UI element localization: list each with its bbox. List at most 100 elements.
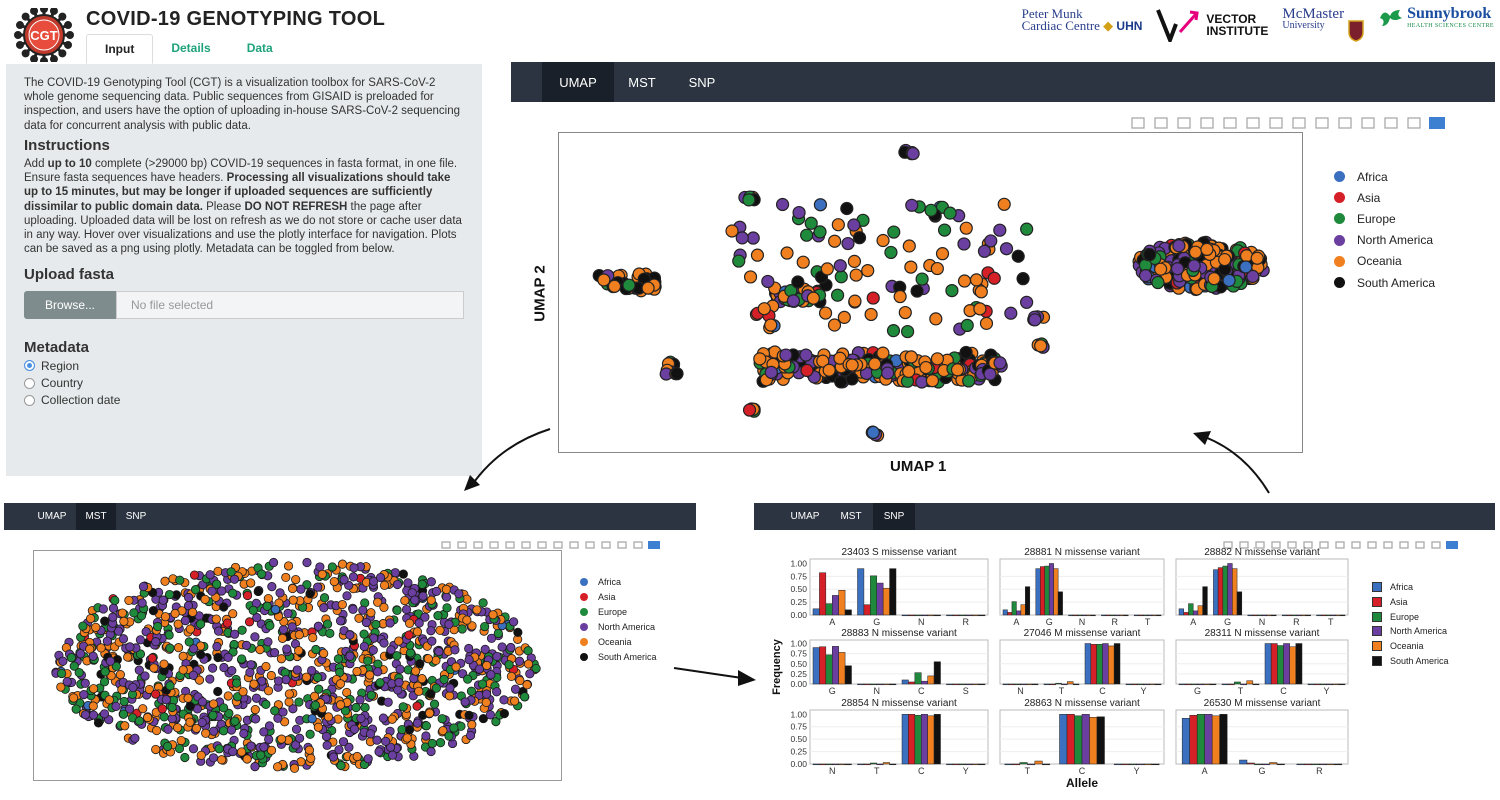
umap-point[interactable] bbox=[977, 244, 992, 258]
umap-point[interactable] bbox=[820, 262, 834, 276]
mst-node[interactable] bbox=[426, 689, 436, 699]
snp-bar[interactable] bbox=[1211, 715, 1220, 765]
mst-node[interactable] bbox=[304, 745, 315, 755]
mst-node[interactable] bbox=[437, 714, 447, 724]
mst-node[interactable] bbox=[261, 699, 271, 709]
mst-node[interactable] bbox=[379, 580, 390, 590]
mst-node[interactable] bbox=[360, 702, 370, 713]
mst-node[interactable] bbox=[159, 659, 169, 669]
mst-node[interactable] bbox=[423, 654, 433, 664]
mst-plot[interactable] bbox=[33, 550, 563, 782]
modebar-tool-icon[interactable] bbox=[1384, 117, 1398, 129]
modebar-tool-icon[interactable] bbox=[553, 541, 563, 549]
mst-node[interactable] bbox=[478, 713, 488, 724]
mst-node[interactable] bbox=[151, 637, 161, 647]
snp-bar[interactable] bbox=[1031, 683, 1039, 686]
mst-node[interactable] bbox=[88, 710, 99, 720]
snp-bar[interactable] bbox=[927, 614, 935, 617]
snp-facet[interactable]: 28863 N missense variant T C Y bbox=[999, 698, 1165, 776]
modebar-tool-icon[interactable] bbox=[1361, 117, 1375, 129]
snp-bar[interactable] bbox=[882, 683, 890, 686]
mst-node[interactable] bbox=[284, 689, 294, 699]
mst-node[interactable] bbox=[265, 621, 275, 631]
umap-point[interactable] bbox=[833, 259, 847, 273]
snp-bar[interactable] bbox=[825, 654, 833, 685]
snp-bar[interactable] bbox=[1019, 762, 1028, 765]
snp-bar[interactable] bbox=[1221, 683, 1229, 686]
umap-point[interactable] bbox=[796, 255, 810, 269]
mst-node[interactable] bbox=[144, 684, 154, 695]
mst-node[interactable] bbox=[335, 616, 346, 626]
mst-node[interactable] bbox=[208, 663, 218, 673]
umap-point[interactable] bbox=[786, 294, 801, 308]
mst-node[interactable] bbox=[337, 559, 348, 569]
mst-node[interactable] bbox=[308, 633, 318, 643]
mst-node[interactable] bbox=[321, 731, 332, 742]
snp-bar[interactable] bbox=[832, 595, 839, 616]
umap-point[interactable] bbox=[1250, 251, 1264, 265]
mst-node[interactable] bbox=[219, 703, 229, 713]
snp-bar[interactable] bbox=[838, 652, 846, 685]
snp-bar[interactable] bbox=[1113, 763, 1122, 766]
mst-node[interactable] bbox=[98, 604, 108, 614]
umap-point[interactable] bbox=[1020, 295, 1034, 309]
mst-node[interactable] bbox=[115, 670, 125, 680]
mst-node[interactable] bbox=[259, 742, 269, 752]
mst-node[interactable] bbox=[441, 584, 452, 594]
snp-bar[interactable] bbox=[978, 614, 986, 617]
snp-bar[interactable] bbox=[1184, 683, 1192, 686]
snp-bar[interactable] bbox=[921, 714, 928, 765]
mst-node[interactable] bbox=[229, 639, 239, 650]
snp-bar[interactable] bbox=[1081, 714, 1090, 765]
mst-node[interactable] bbox=[162, 741, 173, 752]
umap-point[interactable] bbox=[849, 268, 863, 282]
snp-bar[interactable] bbox=[1264, 643, 1272, 685]
legend-item-south-america[interactable]: South America bbox=[1334, 272, 1435, 293]
snp-bar[interactable] bbox=[1191, 683, 1198, 686]
umap-point[interactable] bbox=[929, 312, 943, 326]
snp-bar[interactable] bbox=[1192, 610, 1199, 616]
snp-bar[interactable] bbox=[882, 762, 890, 765]
mst-node[interactable] bbox=[287, 622, 297, 632]
modebar-tool-icon[interactable] bbox=[601, 541, 611, 549]
snp-bar[interactable] bbox=[1147, 614, 1153, 617]
mst-node[interactable] bbox=[462, 615, 472, 625]
modebar-tool-icon[interactable] bbox=[1415, 541, 1425, 549]
snp-bar[interactable] bbox=[1084, 643, 1092, 685]
snp-bar[interactable] bbox=[914, 614, 922, 617]
modebar-tool-icon[interactable] bbox=[1223, 541, 1233, 549]
umap-point[interactable] bbox=[987, 271, 1001, 285]
snp-bar[interactable] bbox=[1325, 614, 1332, 617]
main-tab-umap[interactable]: UMAP bbox=[542, 62, 614, 102]
umap-point[interactable] bbox=[746, 231, 760, 245]
snp-bar[interactable] bbox=[1090, 614, 1096, 617]
mst-node[interactable] bbox=[338, 737, 349, 747]
snp-bar[interactable] bbox=[1219, 714, 1228, 765]
umap-point[interactable] bbox=[1239, 249, 1254, 263]
snp-bar[interactable] bbox=[1110, 614, 1116, 617]
mst-node[interactable] bbox=[189, 644, 199, 654]
mst-node[interactable] bbox=[246, 660, 256, 670]
snp-bar[interactable] bbox=[1307, 683, 1315, 686]
umap-point[interactable] bbox=[1020, 222, 1034, 236]
mst-node[interactable] bbox=[194, 675, 205, 685]
snp-tab-umap[interactable]: UMAP bbox=[790, 511, 820, 522]
mst-node[interactable] bbox=[278, 625, 289, 635]
mst-node[interactable] bbox=[223, 652, 233, 662]
mst-node[interactable] bbox=[200, 594, 210, 604]
umap-point[interactable] bbox=[904, 260, 918, 274]
umap-point[interactable] bbox=[925, 374, 940, 388]
mst-node[interactable] bbox=[415, 659, 425, 669]
mst-node[interactable] bbox=[295, 733, 305, 743]
mst-node[interactable] bbox=[305, 729, 315, 739]
mst-node[interactable] bbox=[185, 624, 195, 634]
umap-point[interactable] bbox=[962, 374, 976, 388]
umap-point[interactable] bbox=[945, 284, 959, 298]
mst-node[interactable] bbox=[417, 579, 427, 589]
umap-point[interactable] bbox=[973, 302, 987, 316]
mst-node[interactable] bbox=[368, 576, 379, 586]
mst-node[interactable] bbox=[510, 696, 520, 706]
snp-bar[interactable] bbox=[1151, 763, 1160, 766]
snp-bar[interactable] bbox=[1188, 603, 1194, 616]
mst-node[interactable] bbox=[253, 586, 263, 597]
